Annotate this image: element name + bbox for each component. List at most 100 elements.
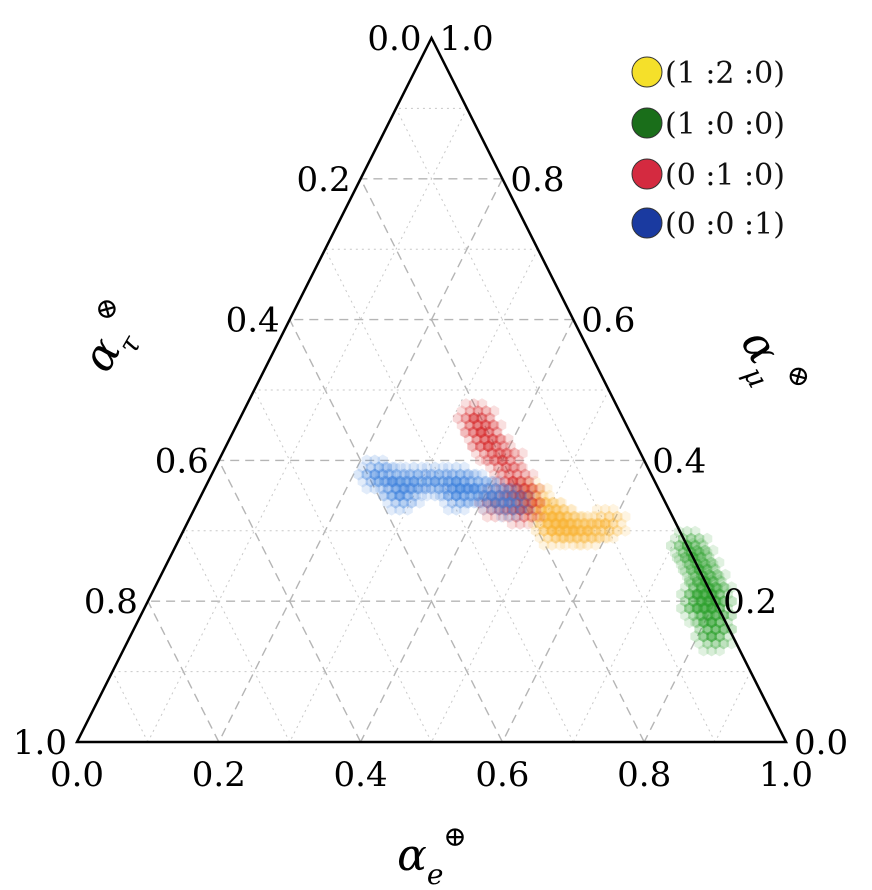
data-point (420, 468, 431, 481)
data-point (718, 595, 729, 608)
data-point (720, 568, 731, 581)
data-point (382, 496, 393, 509)
data-point (712, 568, 723, 581)
data-point (586, 531, 597, 544)
data-point (468, 482, 480, 495)
left-tick-label: 1.0 (13, 723, 67, 763)
right-tick-label: 0.8 (510, 160, 564, 200)
data-point (522, 475, 534, 488)
data-point (392, 475, 403, 488)
data-point (460, 412, 472, 425)
data-point (483, 440, 494, 453)
data-point (515, 461, 527, 474)
data-point (726, 595, 737, 608)
data-point (498, 482, 509, 495)
data-point (394, 489, 405, 502)
data-point (545, 510, 556, 523)
data-point (684, 602, 695, 615)
data-point (698, 616, 709, 629)
left-tick-label: 0.0 (367, 19, 421, 59)
data-point (534, 517, 546, 530)
data-point (375, 482, 386, 495)
right-tick-label: 1.0 (440, 19, 494, 59)
data-point (480, 405, 492, 418)
data-point (471, 447, 482, 460)
data-point (523, 475, 535, 488)
data-point (718, 623, 729, 636)
data-point (570, 517, 581, 530)
data-point (514, 489, 526, 502)
data-point (671, 551, 683, 564)
data-point (480, 475, 492, 488)
data-point (459, 489, 470, 502)
data-point (460, 468, 472, 481)
data-point (680, 609, 691, 622)
data-point (699, 558, 711, 571)
data-point (460, 398, 472, 411)
data-point (694, 623, 705, 636)
data-point (483, 426, 495, 439)
grid-line (112, 671, 149, 743)
data-point (708, 575, 719, 588)
data-point (558, 531, 570, 544)
data-point (484, 412, 496, 425)
data-point (536, 503, 547, 516)
data-point (487, 447, 498, 460)
data-point (475, 440, 486, 453)
data-point (518, 510, 530, 523)
data-point (471, 482, 482, 495)
data-point (379, 475, 390, 488)
data-point (489, 454, 500, 467)
data-point (382, 482, 393, 495)
data-point (679, 551, 691, 564)
data-point (455, 496, 466, 509)
data-point (566, 524, 577, 537)
data-point (387, 475, 398, 488)
data-point (475, 412, 487, 425)
data-point (408, 461, 419, 474)
data-point (620, 524, 631, 537)
data-point (506, 517, 518, 530)
data-point (701, 549, 713, 562)
data-point (478, 489, 489, 502)
data-point (524, 510, 535, 523)
data-point (685, 563, 697, 576)
data-point (459, 475, 470, 488)
data-point (677, 563, 689, 576)
data-point (514, 475, 526, 488)
data-point (565, 503, 576, 516)
data-point (709, 563, 721, 576)
data-point (522, 489, 534, 502)
data-point (726, 581, 737, 594)
data-point (373, 475, 384, 488)
data-point (698, 630, 709, 643)
data-point (558, 517, 570, 530)
data-point (704, 609, 715, 622)
data-point (546, 524, 558, 537)
data-point (451, 489, 462, 502)
data-point (538, 510, 550, 523)
data-point (439, 482, 450, 495)
data-point (437, 475, 449, 488)
series-3 (353, 454, 535, 523)
data-point (463, 433, 475, 446)
data-point (386, 475, 397, 488)
data-point (452, 412, 464, 425)
data-point (488, 496, 499, 509)
data-point (495, 419, 507, 432)
data-point (491, 440, 502, 453)
data-point (515, 475, 527, 488)
data-point (592, 503, 603, 516)
data-point (495, 482, 507, 495)
data-point (692, 588, 703, 601)
data-point (684, 574, 695, 587)
data-point (702, 532, 713, 545)
data-point (475, 454, 486, 467)
data-point (495, 433, 507, 446)
data-point (700, 616, 711, 629)
data-point (505, 454, 516, 467)
data-point (420, 482, 431, 495)
data-point (522, 475, 533, 488)
data-point (706, 644, 717, 657)
data-point (698, 616, 709, 629)
